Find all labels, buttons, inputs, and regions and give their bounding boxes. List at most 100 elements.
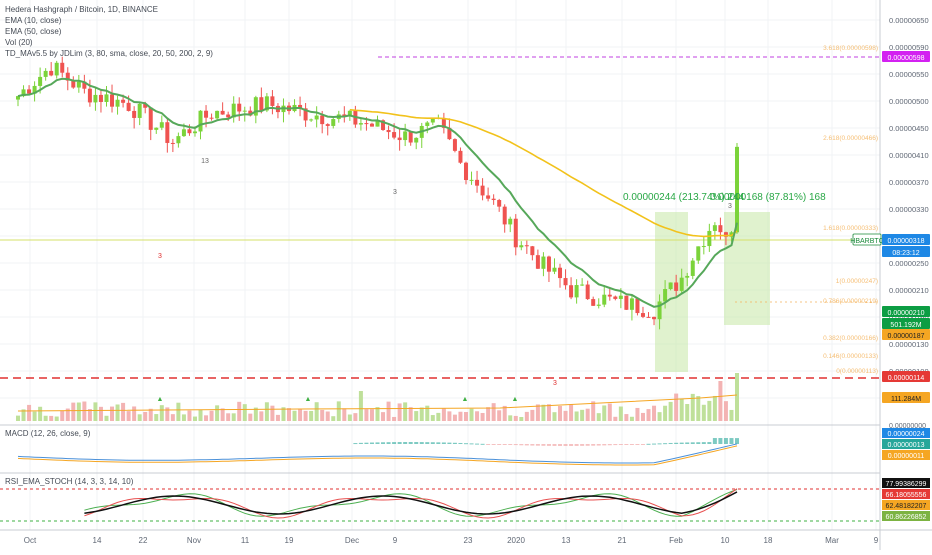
legend-ema10[interactable]: EMA (10, close) <box>5 16 62 25</box>
candle-body <box>358 123 363 125</box>
fib-label: 1.618(0.00000333) <box>823 225 878 232</box>
volume-bar <box>685 404 690 421</box>
volume-marker: ▲ <box>462 396 469 403</box>
rsi-pane[interactable]: 77.99386299 66.18055556 62.48182207 60.8622… <box>0 478 930 522</box>
macd-hist-bar <box>607 444 612 446</box>
candle-body <box>657 301 662 320</box>
legend-vol[interactable]: Vol (20) <box>5 38 33 47</box>
candle-body <box>685 275 690 278</box>
macd-hist-bar <box>563 444 568 446</box>
candle-body <box>231 103 236 118</box>
volume-bar <box>43 415 48 421</box>
legend-rsi[interactable]: RSI_EMA_STOCH (14, 3, 3, 14, 10) <box>5 477 134 486</box>
macd-axis-label: 0.00000000 <box>889 423 926 430</box>
macd-hist-bar <box>679 442 684 444</box>
rsi-tag <box>882 500 930 510</box>
macd-hist-bar <box>436 442 441 444</box>
volume-bar <box>132 406 137 421</box>
macd-hist-bar <box>663 443 668 445</box>
candle-body <box>591 299 596 306</box>
volume-bar <box>226 413 231 421</box>
ema10-line[interactable] <box>17 77 738 308</box>
volume-bar <box>209 410 214 421</box>
time-axis-label: 10 <box>721 536 730 545</box>
volume-bar <box>591 401 596 421</box>
candle-body <box>452 139 457 151</box>
legend-title[interactable]: Hedera Hashgraph / Bitcoin, 1D, BINANCE <box>5 5 158 14</box>
price-tag-label: 0.00000187 <box>888 333 925 340</box>
candle-body <box>640 313 645 317</box>
candle-body <box>16 96 20 100</box>
volume-bar <box>530 409 535 421</box>
candle-body <box>71 80 76 88</box>
candle-body <box>237 103 242 112</box>
macd-tag <box>882 439 930 449</box>
volume-bar <box>519 416 524 421</box>
candle-body <box>375 120 380 127</box>
volume-bar <box>27 404 32 421</box>
legend-td[interactable]: TD_MAv5.5 by JDLim (3, 80, sma, close, 2… <box>5 49 213 58</box>
macd-hist-bar <box>430 442 435 444</box>
macd-hist-bar <box>358 442 363 444</box>
time-axis-label: Nov <box>187 536 201 545</box>
candle-body <box>596 304 601 306</box>
candle-body <box>425 122 430 126</box>
candle-body <box>154 127 159 130</box>
volume-bar <box>635 407 640 421</box>
macd-hist-bar <box>386 442 391 444</box>
legend: Hedera Hashgraph / Bitcoin, 1D, BINANCE … <box>5 5 213 486</box>
volume-bar <box>502 405 507 421</box>
candle-body <box>110 94 115 107</box>
price-axis-label: 0.00000450 <box>889 124 929 133</box>
measure-range-2[interactable] <box>724 212 770 325</box>
candlesticks: 3 3 3 13 3 <box>16 56 739 387</box>
legend-ema50[interactable]: EMA (50, close) <box>5 27 62 36</box>
volume-bar <box>497 410 502 421</box>
macd-hist-bar <box>469 443 474 445</box>
macd-tag <box>882 428 930 438</box>
candle-body <box>723 232 728 237</box>
time-axis-label: 9 <box>874 536 879 545</box>
macd-hist-bar <box>375 442 380 444</box>
volume-bar <box>275 414 280 421</box>
volume-marker: ▲ <box>157 396 164 403</box>
volume-bar <box>264 402 269 421</box>
volume-bar <box>657 412 662 421</box>
candle-body <box>325 124 330 126</box>
macd-hist-bar <box>353 443 358 445</box>
volume-bar <box>176 402 181 421</box>
price-axis-label: 0.00000500 <box>889 97 929 106</box>
candle-body <box>469 179 474 181</box>
macd-hist-bar <box>541 444 546 446</box>
ema50-line[interactable] <box>349 108 738 238</box>
candle-body <box>54 62 59 76</box>
macd-hist-bar <box>441 442 446 444</box>
volume-bar <box>640 412 645 421</box>
rsi-tag-label: 62.48182207 <box>886 503 927 510</box>
time-axis[interactable]: Oct 14 22 Nov 11 19 Dec 9 23 2020 13 21 Feb 10 18 Mar 9 <box>24 536 879 545</box>
candle-body <box>524 245 529 247</box>
macd-hist-bar <box>458 442 463 444</box>
volume-ma-line <box>17 394 738 412</box>
candle-body <box>668 282 673 290</box>
volume-bar <box>558 405 563 421</box>
volume-bar <box>425 405 430 421</box>
price-axis[interactable]: 0.00000650 0.00000590 0.00000550 0.00000500… <box>889 16 929 403</box>
candle-body <box>613 296 618 299</box>
volume-bar <box>430 415 435 421</box>
candle-body <box>137 103 142 118</box>
time-axis-label: 11 <box>241 536 250 545</box>
legend-macd[interactable]: MACD (12, 26, close, 9) <box>5 429 91 438</box>
volume-bar <box>98 406 103 421</box>
time-axis-label: Mar <box>825 536 839 545</box>
volume-bar <box>535 404 540 421</box>
macd-tag-label: 0.00000011 <box>888 453 925 460</box>
candle-body <box>607 294 612 297</box>
macd-hist-bar <box>629 444 634 445</box>
candle-body <box>303 108 308 121</box>
volume-bar <box>663 405 668 421</box>
macd-hist-bar <box>596 444 601 446</box>
